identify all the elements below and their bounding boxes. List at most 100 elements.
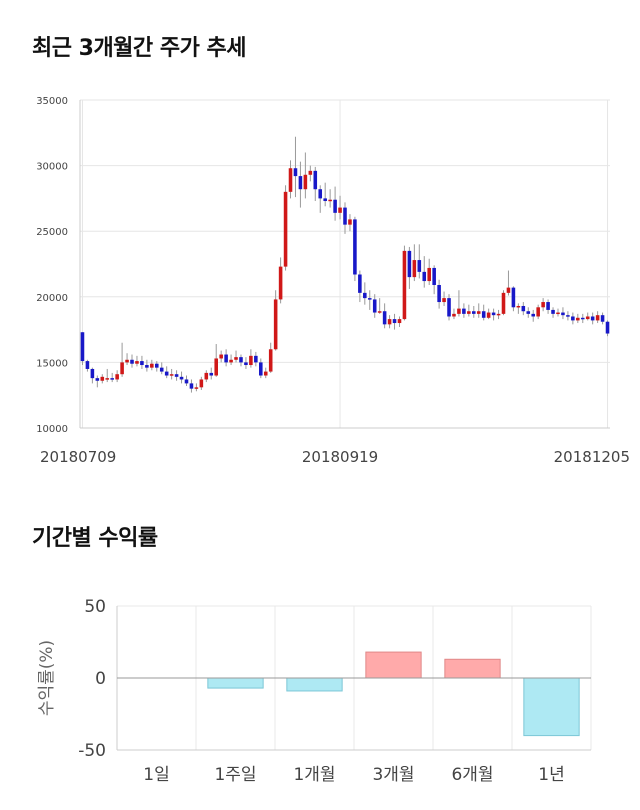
candle-body — [353, 219, 357, 275]
returns-title: 기간별 수익률 — [32, 526, 158, 551]
candle-body — [338, 207, 342, 213]
candle-body — [595, 315, 600, 321]
candle-body — [90, 368, 95, 379]
price-trend-title: 최근 3개월간 주가 추세 — [32, 36, 246, 61]
candle-body — [472, 311, 476, 314]
candle-body — [268, 349, 273, 372]
returns-y-tick-label: 0 — [95, 669, 106, 689]
candle-body — [343, 207, 347, 225]
candle-body — [476, 311, 481, 314]
returns-y-tick-label: 50 — [84, 597, 106, 617]
candle-body — [442, 298, 446, 303]
candle-body — [367, 298, 372, 300]
candle-body — [506, 287, 511, 293]
candle-body — [145, 365, 149, 368]
candle-body — [110, 378, 114, 380]
candle-body — [452, 313, 456, 317]
price-candlestick-chart: 10000 15000 20000 25000 30000 35000 20180709 20… — [36, 96, 630, 466]
returns-x-tick-label: 1년 — [538, 765, 564, 785]
candle-body — [526, 311, 531, 314]
candle-body — [130, 359, 134, 364]
candle-body — [164, 371, 169, 376]
price-x-tick-label: 20181205 — [554, 448, 630, 466]
candle-body — [348, 219, 352, 225]
candle-body — [209, 372, 214, 376]
return-bar — [523, 677, 580, 737]
candle-body — [422, 271, 427, 282]
candle-body — [249, 355, 253, 366]
candle-body — [600, 315, 605, 322]
price-y-tick-label: 15000 — [36, 358, 68, 369]
candle-body — [234, 357, 238, 360]
candle-body — [486, 312, 491, 318]
candle-body — [392, 319, 397, 324]
candle-body — [605, 321, 610, 334]
candle-body — [229, 359, 233, 363]
returns-x-tick-label: 1일 — [143, 765, 169, 785]
price-y-tick-label: 35000 — [36, 96, 68, 107]
candle-body — [199, 379, 204, 388]
return-bar — [365, 651, 422, 679]
price-y-tick-label: 10000 — [36, 424, 68, 435]
candle-body — [244, 362, 248, 366]
candle-body — [303, 174, 308, 190]
candle-body — [318, 189, 323, 199]
candle-body — [115, 374, 119, 380]
candle-body — [501, 292, 506, 314]
returns-y-tick-label: -50 — [78, 741, 106, 761]
candle-body — [283, 191, 288, 267]
candle-body — [511, 287, 516, 308]
candle-body — [263, 371, 268, 376]
candle-body — [467, 311, 471, 314]
candle-body — [184, 379, 189, 384]
candle-body — [273, 299, 278, 350]
candle-body — [531, 313, 536, 317]
candle-body — [313, 170, 318, 190]
candle-body — [387, 319, 392, 325]
candle-body — [546, 302, 550, 310]
candle-body — [576, 317, 580, 321]
candle-body — [481, 311, 486, 318]
candle-body — [571, 316, 575, 321]
candle-body — [204, 372, 209, 380]
candle-body — [561, 312, 565, 316]
candle-body — [214, 358, 218, 376]
returns-x-tick-label: 1개월 — [293, 765, 335, 785]
candle-body — [259, 362, 263, 376]
candle-body — [541, 302, 545, 308]
candle-body — [358, 274, 362, 293]
candle-body — [377, 311, 382, 313]
candle-body — [194, 387, 199, 389]
candle-body — [140, 361, 144, 366]
candle-body — [447, 298, 451, 317]
candle-body — [551, 309, 555, 314]
candle-body — [288, 168, 293, 192]
price-y-tick-label: 20000 — [36, 293, 68, 304]
candle-body — [556, 312, 560, 315]
candle-body — [521, 305, 526, 312]
candle-body — [496, 313, 501, 316]
candle-body — [159, 367, 164, 372]
candle-body — [85, 361, 90, 369]
return-bar — [444, 658, 501, 679]
return-bar — [286, 677, 343, 692]
candle-body — [417, 260, 422, 272]
candle-body — [135, 361, 139, 364]
candle-body — [278, 266, 283, 300]
price-x-tick-label: 20180919 — [302, 448, 378, 466]
candle-body — [516, 305, 521, 308]
price-y-tick-label: 25000 — [36, 227, 68, 238]
candle-body — [328, 199, 332, 202]
returns-x-tick-label: 3개월 — [372, 765, 414, 785]
candle-body — [189, 383, 194, 389]
returns-x-tick-label: 1주일 — [214, 765, 256, 785]
candle-body — [363, 292, 367, 299]
candle-body — [95, 378, 100, 381]
candle-body — [536, 307, 540, 317]
return-bar — [207, 677, 264, 689]
candle-body — [80, 332, 85, 362]
candle-body — [402, 250, 407, 320]
candle-body — [125, 359, 129, 363]
candle-body — [580, 317, 585, 320]
